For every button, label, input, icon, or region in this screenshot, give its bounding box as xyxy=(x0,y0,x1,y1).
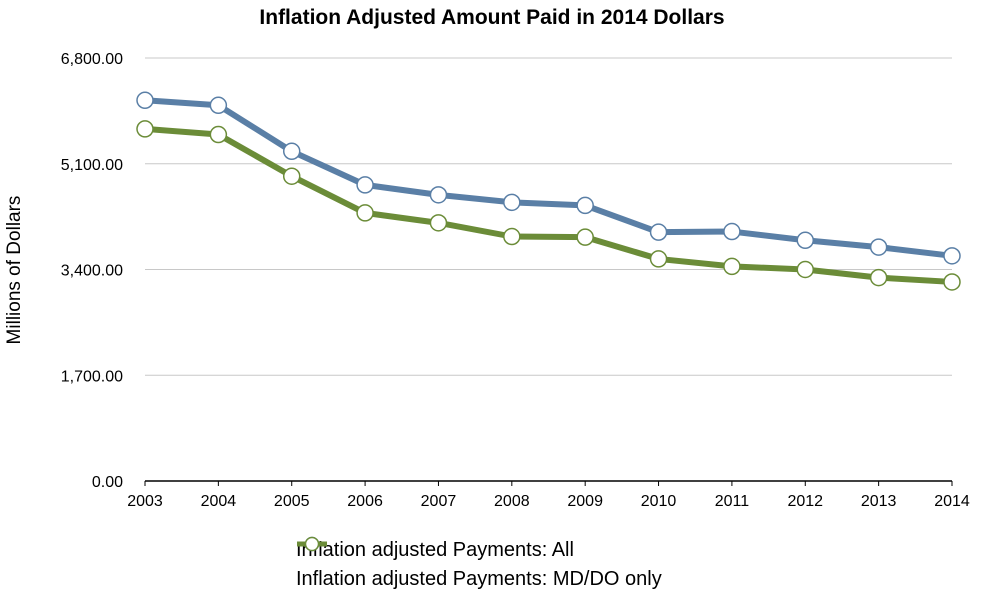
series-line-0 xyxy=(142,97,955,259)
y-tick-label: 6,800.00 xyxy=(61,51,123,68)
x-tick-label: 2006 xyxy=(347,493,383,510)
grid-lines xyxy=(145,57,952,376)
series-1-point xyxy=(796,260,815,279)
series-1-point xyxy=(209,125,228,144)
series-0-point xyxy=(356,176,374,194)
series-0-point xyxy=(503,193,521,212)
series-1-point xyxy=(723,257,741,276)
y-tick-label: 5,100.00 xyxy=(61,157,123,174)
line-chart: 0.00 1,700.00 3,400.00 5,100.00 6,800.00 2003… xyxy=(61,51,970,510)
series-1-point xyxy=(282,167,301,185)
y-tick-label: 0.00 xyxy=(92,474,123,491)
series-1-point xyxy=(943,273,961,291)
y-tick-label: 3,400.00 xyxy=(61,263,123,280)
series-0-point xyxy=(796,231,815,250)
series-1-point xyxy=(429,214,448,232)
axes xyxy=(144,480,953,486)
series-1-point xyxy=(356,204,374,222)
x-tick-label: 2011 xyxy=(715,493,750,510)
chart-title: Inflation Adjusted Amount Paid in 2014 D… xyxy=(259,6,725,29)
x-tick-label: 2004 xyxy=(201,493,237,510)
series-1-point xyxy=(576,228,594,246)
series-1-point xyxy=(649,250,668,268)
legend-label-all: Inflation adjusted Payments: All xyxy=(296,539,574,561)
series-0-point xyxy=(576,196,594,215)
x-tick-label: 2010 xyxy=(641,493,677,510)
series-0-point xyxy=(282,142,301,161)
x-tick-label: 2013 xyxy=(861,493,897,510)
x-tick-label: 2014 xyxy=(934,493,970,510)
series-0-point xyxy=(943,247,961,265)
series-0-point xyxy=(429,186,448,204)
x-tick-label: 2012 xyxy=(787,493,823,510)
series-1-point xyxy=(869,268,888,287)
x-tick-label: 2005 xyxy=(274,493,310,510)
series-0-point xyxy=(649,223,668,241)
tick-labels: 0.00 1,700.00 3,400.00 5,100.00 6,800.00 2003… xyxy=(61,51,970,510)
series-1-point xyxy=(503,227,521,246)
legend-label-md-do: Inflation adjusted Payments: MD/DO only xyxy=(296,568,662,590)
series-0-point xyxy=(723,222,741,241)
series-line-1 xyxy=(142,125,955,285)
x-tick-label: 2009 xyxy=(567,493,603,510)
x-tick-label: 2003 xyxy=(127,493,163,510)
series-lines xyxy=(136,91,961,291)
series-0-point xyxy=(136,91,154,110)
x-tick-label: 2007 xyxy=(421,493,457,510)
y-tick-label: 1,700.00 xyxy=(61,368,123,385)
x-tick-label: 2008 xyxy=(494,493,530,510)
legend-item-all[interactable]: Inflation adjusted Payments: All xyxy=(296,536,662,565)
legend-item-md-do[interactable]: Inflation adjusted Payments: MD/DO only xyxy=(296,536,662,594)
legend-marker-md-do-icon xyxy=(297,536,327,552)
series-0-point xyxy=(209,96,228,115)
legend: Inflation adjusted Payments: All Inflati… xyxy=(296,536,662,594)
series-1-point xyxy=(136,120,154,138)
series-0-point xyxy=(869,238,888,256)
